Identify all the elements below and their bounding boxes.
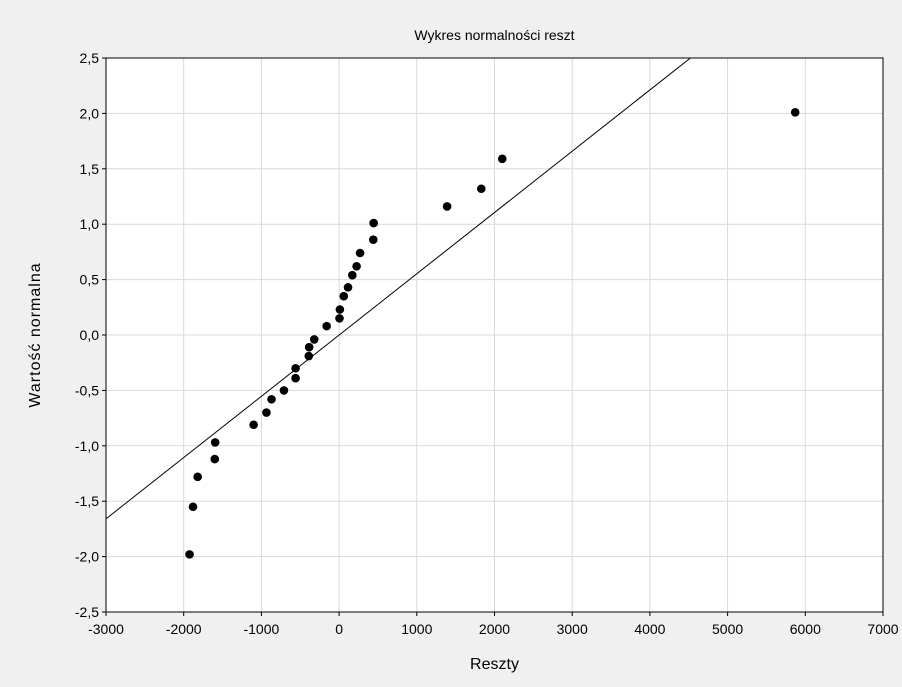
data-point <box>348 270 357 280</box>
x-tick-label: 2000 <box>479 621 510 637</box>
y-tick-label: 1,5 <box>80 161 100 177</box>
data-point <box>322 321 331 331</box>
fit-line-layer <box>105 57 691 520</box>
data-point <box>335 314 344 323</box>
chart-title: Wykres normalności reszt <box>414 27 574 43</box>
data-point <box>369 218 378 228</box>
data-point <box>249 420 258 430</box>
x-tick-label: 7000 <box>867 621 898 637</box>
y-tick-label: -1,5 <box>75 493 99 509</box>
points-layer <box>185 107 800 559</box>
y-tick-label: 0,0 <box>80 327 100 343</box>
data-point <box>339 291 349 301</box>
data-point <box>309 335 319 344</box>
data-point <box>343 283 353 292</box>
y-tick-label: -2,0 <box>75 549 99 565</box>
data-point <box>790 107 800 117</box>
x-tick-label: -3000 <box>88 621 124 637</box>
data-point <box>279 386 289 395</box>
y-tick-label: -2,5 <box>75 604 99 620</box>
data-point <box>335 305 345 314</box>
data-point <box>210 438 220 447</box>
x-tick-label: 0 <box>335 621 343 637</box>
fit-line <box>105 57 691 520</box>
data-point <box>304 342 314 352</box>
y-tick-label: 0,5 <box>80 272 100 288</box>
y-axis-label: Wartość normalna <box>27 262 44 407</box>
y-tick-label: 2,5 <box>80 50 100 66</box>
tick-labels: -3000 -2000 -1000 0 1000 2000 3000 4000 5000 6000… <box>75 50 899 637</box>
data-point <box>188 502 198 512</box>
y-tick-label: 1,0 <box>80 216 100 232</box>
data-point <box>193 472 202 482</box>
x-tick-label: -2000 <box>166 621 202 637</box>
x-tick-label: 6000 <box>790 621 821 637</box>
data-point <box>352 262 361 271</box>
x-tick-label: 1000 <box>401 621 432 637</box>
data-point <box>267 394 276 404</box>
x-tick-label: 3000 <box>557 621 588 637</box>
data-point <box>368 235 378 245</box>
data-point <box>442 202 452 211</box>
data-point <box>497 154 507 164</box>
data-point <box>291 363 300 373</box>
x-tick-label: 5000 <box>712 621 743 637</box>
data-point <box>304 351 314 361</box>
data-point <box>210 454 220 464</box>
y-tick-label: -0,5 <box>75 382 99 398</box>
y-tick-label: -1,0 <box>75 438 99 454</box>
data-point <box>185 550 194 559</box>
data-point <box>355 248 365 258</box>
data-point <box>262 408 271 417</box>
x-axis-label: Reszty <box>470 656 519 673</box>
data-point <box>476 184 486 194</box>
x-tick-label: -1000 <box>243 621 279 637</box>
data-point <box>291 373 300 383</box>
x-tick-label: 4000 <box>634 621 665 637</box>
y-tick-label: 2,0 <box>80 105 100 121</box>
